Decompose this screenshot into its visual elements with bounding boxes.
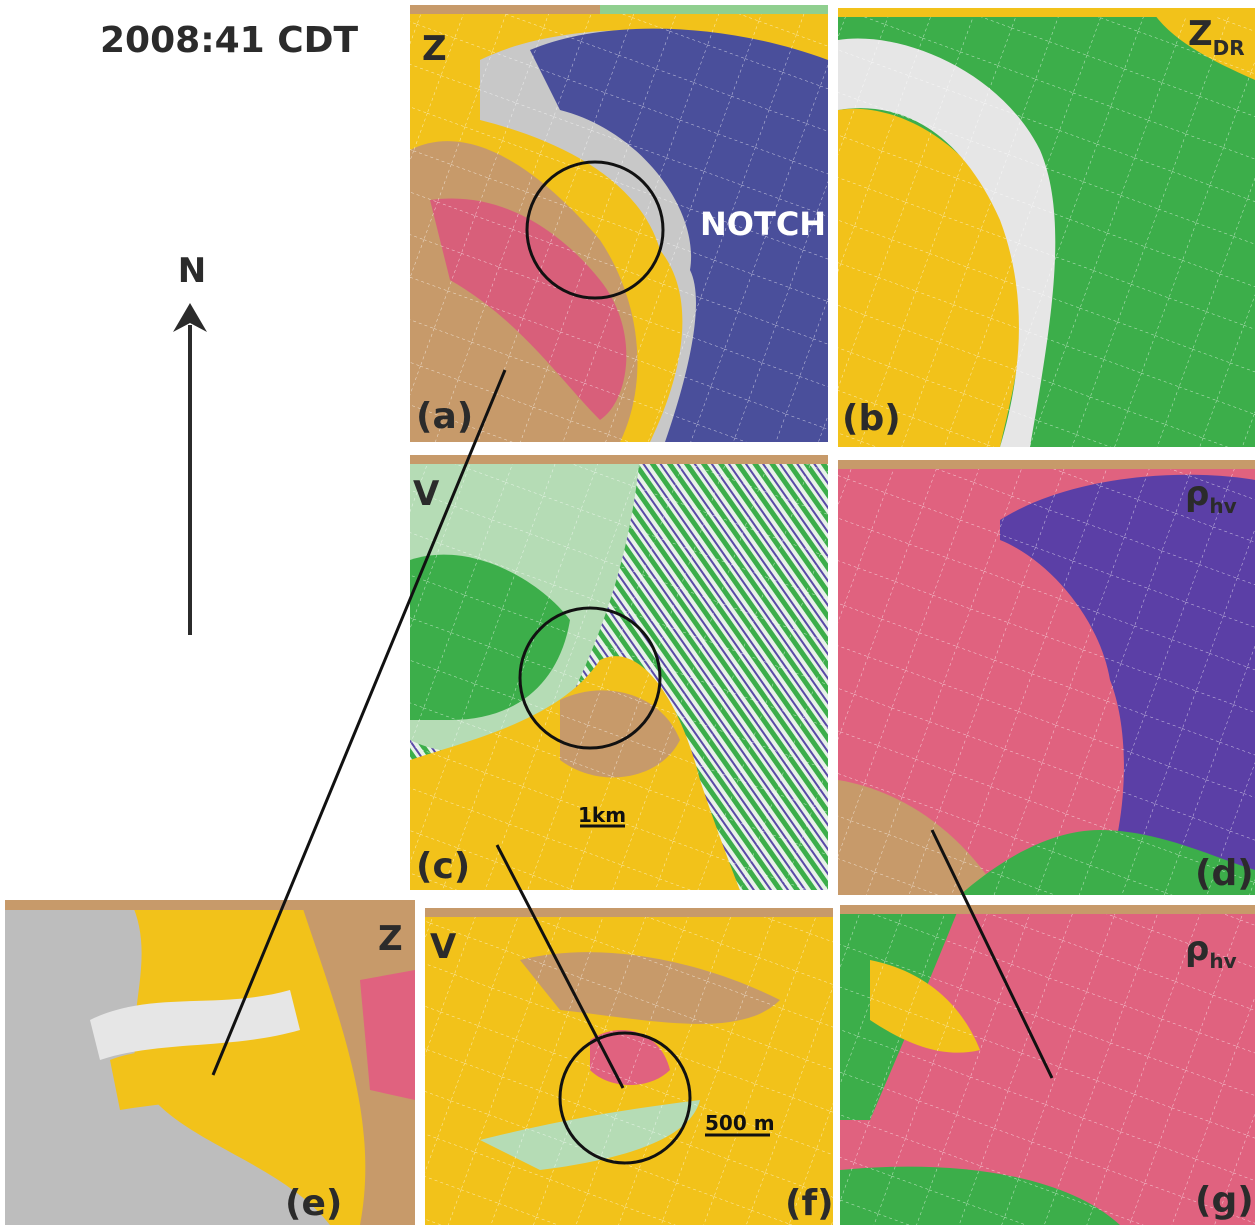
panel-letter: (f): [785, 1183, 834, 1224]
panel-b-image: [838, 8, 1255, 447]
figure: 2008:41 CDT N Z NOTCH (a) ZDR (b) V 1km …: [0, 0, 1255, 1228]
label-part: ρ: [1185, 929, 1209, 969]
label-part: hv: [1209, 949, 1236, 973]
variable-label: V: [430, 927, 457, 967]
variable-label: Z: [378, 919, 403, 959]
time-label: 2008:41 CDT: [100, 20, 359, 61]
label-part: hv: [1209, 494, 1236, 518]
scale-label: 1km: [578, 803, 626, 827]
panel-letter: (a): [416, 396, 473, 437]
variable-label: Z: [422, 29, 447, 69]
panel-f-image: [425, 908, 833, 1225]
label-part: ρ: [1185, 474, 1209, 514]
panel-letter: (d): [1195, 853, 1254, 894]
label-part: Z: [1188, 14, 1213, 54]
variable-label: V: [413, 474, 440, 514]
panel-letter: (g): [1195, 1180, 1254, 1221]
scale-label: 500 m: [705, 1111, 775, 1135]
panel-letter: (b): [842, 398, 901, 439]
notch-label: NOTCH: [700, 205, 826, 243]
panel-letter: (e): [285, 1183, 342, 1224]
panel-d-image: [838, 460, 1255, 895]
north-label: N: [178, 251, 206, 291]
label-part: DR: [1213, 36, 1245, 60]
panel-e-image: [5, 900, 415, 1225]
panel-letter: (c): [416, 846, 470, 887]
